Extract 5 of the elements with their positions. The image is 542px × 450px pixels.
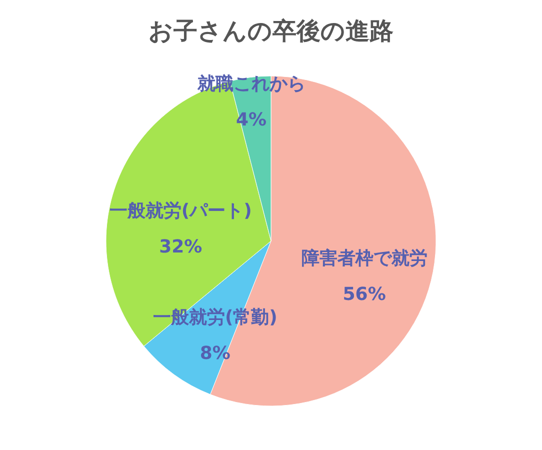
slice-label: 一般就労(パート): [109, 200, 252, 222]
data-label: 32%: [159, 236, 202, 258]
data-label: 56%: [342, 284, 386, 305]
slice-label: 障害者枠で就労: [301, 248, 428, 269]
chart-title: お子さんの卒後の進路: [148, 17, 394, 45]
